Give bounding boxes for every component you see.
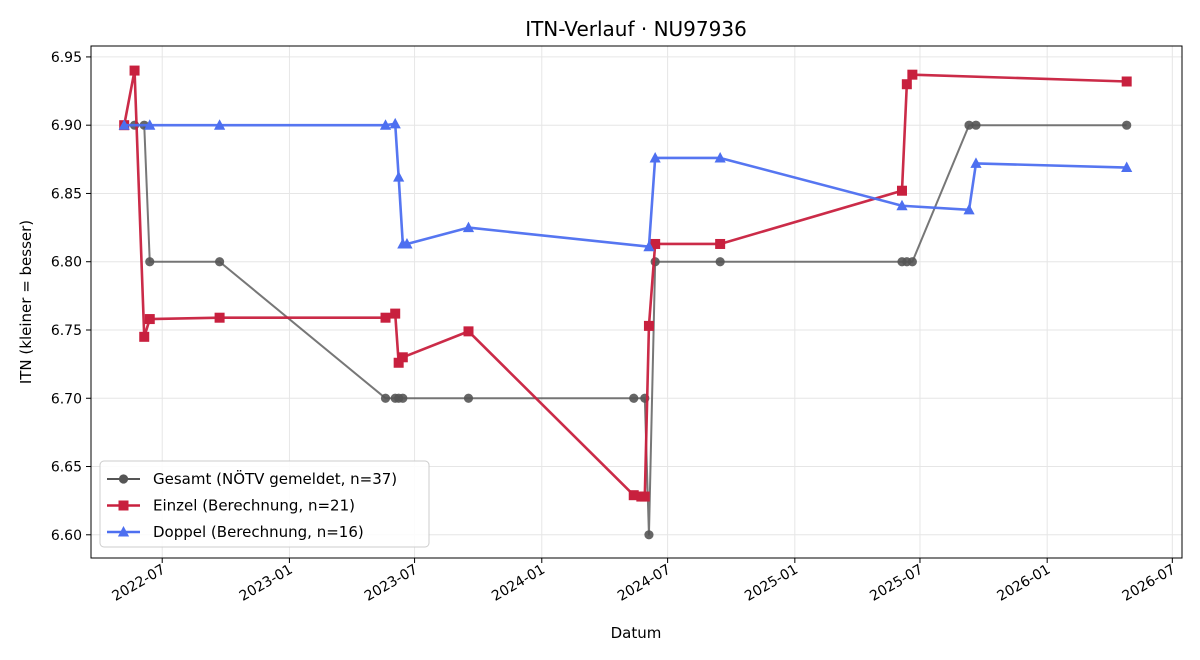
x-axis-title: Datum [611, 624, 662, 642]
data-point [144, 314, 155, 325]
data-point [145, 257, 155, 267]
data-point [139, 331, 150, 342]
data-point [963, 203, 975, 215]
x-tick-label: 2023-01 [237, 562, 296, 605]
data-point [1122, 120, 1132, 130]
data-point [463, 393, 474, 403]
y-tick-label: 6.95 [51, 50, 82, 66]
chart-title: ITN-Verlauf · NU97936 [525, 17, 747, 41]
y-tick-label: 6.70 [51, 391, 82, 407]
data-point [715, 238, 726, 249]
legend-box [99, 460, 430, 548]
data-point [715, 257, 725, 267]
data-point [649, 151, 661, 163]
series-triangle [118, 117, 1133, 252]
data-point [463, 326, 474, 337]
data-point [390, 308, 401, 319]
data-point [964, 120, 974, 130]
plot-frame [90, 45, 1183, 559]
legend: Gesamt (NÖTV gemeldet, n=37) Einzel (Bere… [99, 460, 430, 548]
legend-label: Gesamt (NÖTV gemeldet, n=37) [153, 469, 397, 488]
x-tick-label: 2026-01 [995, 562, 1054, 605]
data-point [389, 117, 401, 129]
data-point [129, 65, 140, 76]
series-layer [118, 65, 1133, 540]
legend-marker [118, 500, 129, 511]
data-point [639, 491, 650, 502]
data-point [214, 312, 225, 323]
legend-item: Gesamt (NÖTV gemeldet, n=37) [107, 469, 397, 488]
data-point [907, 69, 918, 80]
series-square [119, 65, 1132, 502]
x-tick-label: 2026-07 [1120, 562, 1179, 605]
data-point [643, 240, 655, 252]
data-point [380, 393, 391, 403]
x-tick-label: 2023-07 [362, 562, 421, 605]
data-point [901, 79, 912, 90]
data-point [896, 185, 907, 196]
legend-label: Einzel (Berechnung, n=21) [153, 497, 355, 515]
data-point [650, 238, 661, 249]
data-point [393, 171, 405, 182]
data-point [397, 352, 408, 363]
legend-item: Doppel (Berechnung, n=16) [107, 523, 364, 541]
x-tick-label: 2024-07 [615, 562, 674, 605]
data-point [379, 119, 392, 130]
data-point [144, 119, 156, 130]
data-point [714, 151, 726, 163]
y-tick-label: 6.65 [51, 460, 82, 476]
y-tick-label: 6.85 [51, 186, 82, 202]
grid-layer [91, 46, 1182, 558]
data-point [643, 320, 654, 331]
data-point [896, 199, 908, 211]
y-tick-label: 6.90 [51, 118, 82, 134]
legend-item: Einzel (Berechnung, n=21) [107, 497, 355, 515]
data-point [214, 257, 225, 267]
legend-marker [117, 526, 130, 537]
data-point [118, 119, 130, 130]
y-tick-label: 6.60 [51, 528, 82, 544]
series-line [122, 69, 1127, 498]
x-tick-label: 2025-01 [742, 562, 801, 605]
data-point [1121, 76, 1132, 87]
data-point [213, 119, 226, 130]
x-tick-label: 2022-07 [110, 562, 169, 605]
data-point [644, 530, 654, 540]
data-point [971, 120, 981, 130]
series-line [124, 122, 1127, 249]
x-tick-label: 2024-01 [489, 562, 548, 605]
data-point [628, 490, 639, 501]
data-point [462, 221, 475, 233]
data-point [398, 393, 408, 403]
data-point [380, 312, 391, 323]
legend-label: Doppel (Berechnung, n=16) [153, 523, 364, 541]
x-tick-label: 2025-07 [867, 562, 926, 605]
y-tick-label: 6.80 [51, 255, 82, 271]
data-point [393, 357, 404, 368]
data-point [1121, 161, 1133, 173]
data-point [970, 157, 982, 168]
data-point [907, 257, 917, 267]
data-point [629, 393, 639, 403]
legend-marker [118, 474, 129, 484]
y-axis-title: ITN (kleiner = besser) [17, 220, 35, 384]
data-point [401, 237, 413, 249]
y-tick-label: 6.75 [51, 323, 82, 339]
